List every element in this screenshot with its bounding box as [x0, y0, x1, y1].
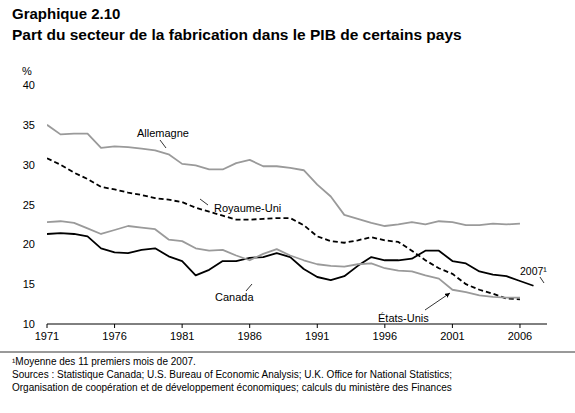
title: Graphique 2.10 — [12, 5, 120, 22]
x-axis — [47, 324, 547, 325]
leader-line — [425, 293, 450, 310]
y-tick-label: 35 — [23, 119, 35, 131]
y-label: % — [22, 65, 32, 77]
series-label: Canada — [215, 291, 254, 303]
x-tick — [317, 324, 318, 328]
x-tick — [182, 324, 183, 328]
series-line — [47, 233, 533, 286]
leader-line — [246, 284, 252, 291]
note: Organisation de coopération et de dévelo… — [12, 382, 452, 393]
chart: Graphique 2.10 Part du secteur de la fabr… — [0, 0, 575, 413]
subtitle: Part du secteur de la fabrication dans l… — [12, 26, 462, 43]
series-label: Royaume-Uni — [214, 202, 281, 214]
x-tick-label: 2001 — [440, 330, 464, 342]
note: Sources : Statistique Canada; U.S. Burea… — [12, 369, 452, 380]
x-tick-label: 1996 — [373, 330, 397, 342]
series-label: Allemagne — [137, 127, 189, 139]
series-label: États-Unis — [378, 312, 429, 324]
y-tick-label: 40 — [23, 79, 35, 91]
note: ¹Moyenne des 11 premiers mois de 2007. — [12, 356, 196, 367]
x-tick — [384, 324, 385, 328]
x-tick — [452, 324, 453, 328]
series-group — [47, 125, 533, 299]
x-tick-label: 1986 — [237, 330, 261, 342]
series-line — [47, 125, 520, 226]
x-tick — [249, 324, 250, 328]
y-tick-label: 20 — [23, 238, 35, 250]
y-tick-label: 15 — [23, 278, 35, 290]
leader-line — [540, 277, 544, 283]
x-tick-label: 1971 — [35, 330, 59, 342]
separator — [0, 352, 575, 353]
x-tick-label: 1981 — [170, 330, 194, 342]
x-tick-label: 1991 — [305, 330, 329, 342]
x-tick-label: 2006 — [508, 330, 532, 342]
x-tick — [114, 324, 115, 328]
series-line — [47, 158, 520, 299]
leader-line — [160, 140, 166, 148]
leader-line — [200, 199, 208, 205]
y-tick-label: 25 — [23, 199, 35, 211]
x-tick-label: 1976 — [102, 330, 126, 342]
y-tick-label: 30 — [23, 159, 35, 171]
series-line — [47, 221, 520, 297]
x-tick — [47, 324, 48, 328]
x-tick — [519, 324, 520, 328]
annotation: 2007¹ — [520, 265, 547, 277]
y-tick-label: 10 — [23, 318, 35, 330]
